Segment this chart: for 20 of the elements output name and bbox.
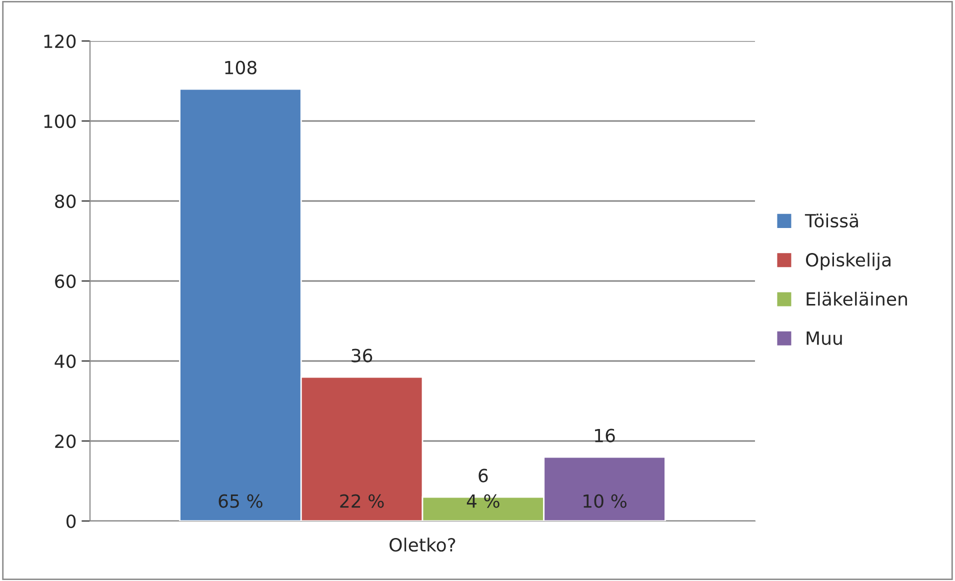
data-label: 16 <box>595 428 615 442</box>
data-label: 36 <box>352 348 372 362</box>
x-tick-label: Oletko? <box>390 538 456 552</box>
y-tick-label: 0 <box>66 514 76 528</box>
annotation: 10 % <box>584 494 626 508</box>
y-tick-label: 60 <box>55 274 76 288</box>
legend-label: Eläkeläinen <box>806 292 907 306</box>
legend-label: Opiskelija <box>806 252 890 270</box>
data-label: 6 <box>478 468 488 482</box>
annotation: 65 % <box>218 494 262 508</box>
legend-label: Muu <box>806 332 842 345</box>
y-tick-label: 120 <box>44 34 76 48</box>
legend-label: Töissä <box>804 214 858 228</box>
annotation: 22 % <box>340 494 384 508</box>
data-label: 108 <box>225 60 256 74</box>
y-tick-label: 20 <box>55 434 76 448</box>
y-tick-label: 40 <box>54 354 76 368</box>
annotation: 4 % <box>466 494 500 508</box>
y-tick-label: 100 <box>44 114 76 128</box>
y-tick-label: 80 <box>55 194 76 208</box>
